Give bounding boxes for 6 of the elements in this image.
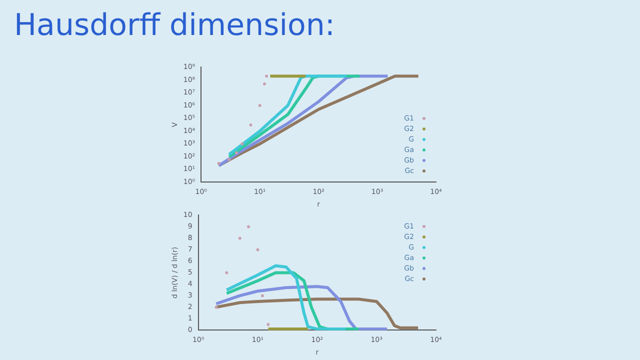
point — [228, 158, 231, 161]
point — [234, 151, 238, 154]
point — [262, 82, 266, 86]
point — [240, 142, 244, 146]
point — [249, 123, 252, 126]
chart-title: Hausdorff dimension: — [14, 8, 336, 43]
